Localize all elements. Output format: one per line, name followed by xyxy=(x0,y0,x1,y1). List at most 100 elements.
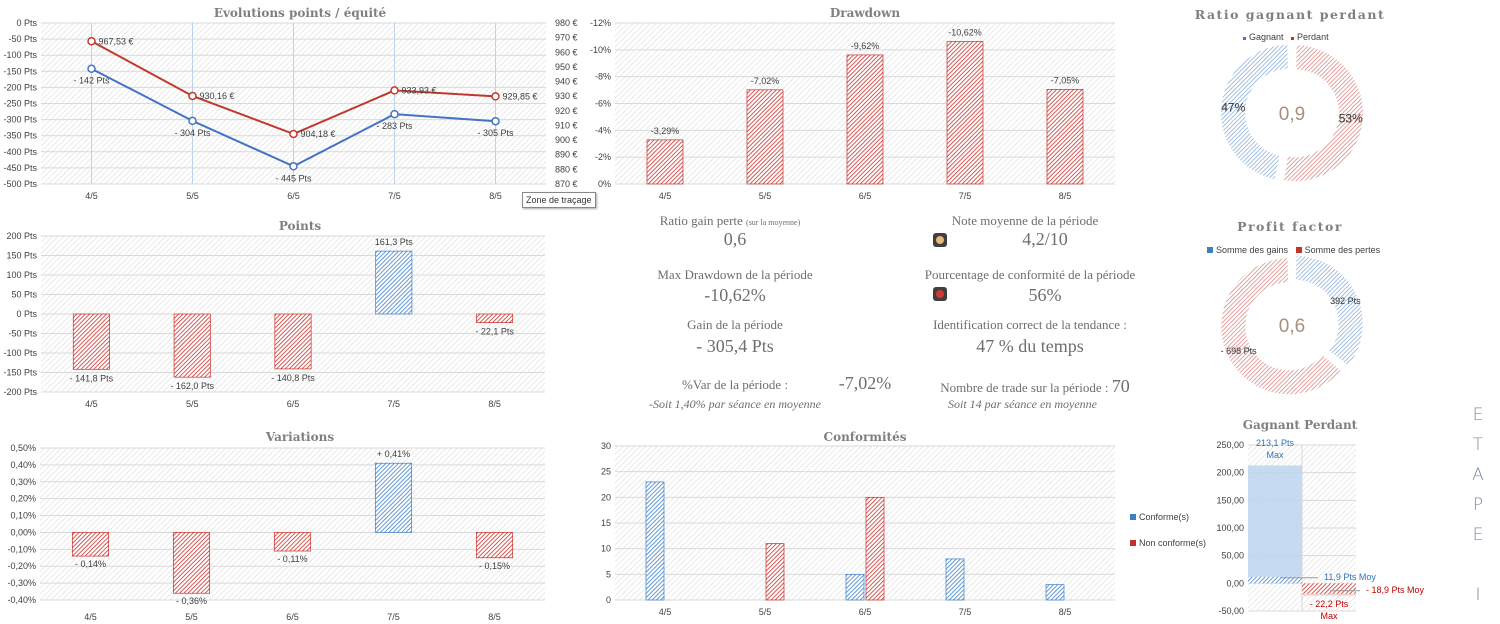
points-marker xyxy=(188,116,197,126)
points-bar xyxy=(375,250,413,315)
gagnant-perdant-title: Gagnant Perdant xyxy=(1242,418,1358,432)
drawdown-y-tick: 0% xyxy=(598,179,611,189)
legend-swatch-non-conforme xyxy=(1130,540,1136,546)
drawdown-x-tick: 6/5 xyxy=(859,191,872,201)
conformite-light-dot xyxy=(936,290,944,298)
drawdown-bar xyxy=(646,139,684,185)
evolution-right-y-tick: 880 € xyxy=(555,164,578,174)
variations-data-label: + 0,41% xyxy=(377,449,410,459)
evolution-right-y-tick: 970 € xyxy=(555,33,578,43)
legend-non-conforme: Non conforme(s) xyxy=(1139,538,1207,548)
points-data-label: - 445 Pts xyxy=(275,173,312,183)
points-data-label: - 304 Pts xyxy=(174,128,211,138)
legend-gagnant: Gagnant xyxy=(1249,32,1284,42)
variations-x-tick: 8/5 xyxy=(488,612,501,622)
variations-data-label: - 0,14% xyxy=(75,559,106,569)
gagnant-perdant-y-tick: 50,00 xyxy=(1221,551,1244,561)
legend-swatch-gagnant xyxy=(1243,37,1246,40)
evolution-right-y-tick: 960 € xyxy=(555,47,578,57)
drawdown-x-tick: 8/5 xyxy=(1059,191,1072,201)
conformites-y-tick: 10 xyxy=(601,544,611,554)
legend-swatch-perdant xyxy=(1291,37,1295,40)
points-bar xyxy=(476,313,514,323)
conformites-y-tick: 0 xyxy=(606,595,611,605)
conformites-x-tick: 4/5 xyxy=(659,607,672,617)
points-x-tick: 5/5 xyxy=(186,399,199,409)
points-y-tick: -200 Pts xyxy=(3,387,37,397)
profit-slice-label: 392 Pts xyxy=(1330,296,1361,306)
variations-bar xyxy=(475,532,514,559)
ratio-gain-perte-value: 0,6 xyxy=(723,229,747,249)
profit-factor-title: Profit factor xyxy=(1237,219,1343,234)
points-bar xyxy=(274,313,312,370)
points-data-label: - 283 Pts xyxy=(376,121,413,131)
points-marker xyxy=(491,116,500,126)
evolution-y-tick: -100 Pts xyxy=(3,50,37,60)
drawdown-data-label: -7,02% xyxy=(751,76,780,86)
variations-y-tick: 0,30% xyxy=(10,477,36,487)
variations-x-tick: 5/5 xyxy=(185,612,198,622)
points-data-label: - 305 Pts xyxy=(477,128,514,138)
points-data-label: - 141,8 Pts xyxy=(70,373,114,383)
points-data-label: - 162,0 Pts xyxy=(170,381,214,391)
points-y-tick: 200 Pts xyxy=(6,231,37,241)
variations-y-tick: -0,20% xyxy=(7,561,36,571)
max-drawdown-label: Max Drawdown de la période xyxy=(657,267,813,282)
conformites-y-tick: 20 xyxy=(601,492,611,502)
conforme-bar xyxy=(1045,584,1065,601)
equity-data-label: 929,85 € xyxy=(503,91,538,101)
perdant-max-label: - 22,2 Pts xyxy=(1310,599,1349,609)
drawdown-bar xyxy=(746,89,784,185)
evolution-right-y-tick: 940 € xyxy=(555,77,578,87)
drawdown-y-tick: -10% xyxy=(590,45,611,55)
drawdown-y-tick: -12% xyxy=(590,18,611,28)
profit-slice-label: - 698 Pts xyxy=(1221,346,1258,356)
points-y-tick: 150 Pts xyxy=(6,251,37,261)
points-marker xyxy=(87,64,96,73)
equity-data-label: 904,18 € xyxy=(301,129,336,139)
evolution-y-tick: -250 Pts xyxy=(3,99,37,109)
drawdown-y-tick: -8% xyxy=(595,72,611,82)
conformites-legend-non-conforme: Non conforme(s) xyxy=(1130,538,1206,548)
variations-bar xyxy=(273,532,312,552)
evolution-chart-title: Evolutions points / équité xyxy=(213,6,387,20)
side-letter: E xyxy=(1472,525,1484,545)
legend-swatch-gains xyxy=(1207,247,1213,253)
equity-data-label: 933,93 € xyxy=(402,85,437,95)
plot-area-tooltip: Zone de traçage xyxy=(522,192,596,208)
conforme-bar xyxy=(645,481,665,601)
drawdown-bar xyxy=(846,54,884,185)
variations-y-tick: 0,10% xyxy=(10,511,36,521)
drawdown-data-label: -10,62% xyxy=(948,28,982,38)
evolution-y-tick: -200 Pts xyxy=(3,82,37,92)
variations-chart-title: Variations xyxy=(265,430,335,444)
perdant-moy-label: - 18,9 Pts Moy xyxy=(1366,585,1425,595)
points-x-tick: 6/5 xyxy=(287,399,300,409)
conformites-x-tick: 5/5 xyxy=(759,607,772,617)
ratio-gain-perte-note: (sur la moyenne) xyxy=(746,218,801,227)
legend-perdant: Perdant xyxy=(1297,32,1329,42)
equity-data-label: 967,53 € xyxy=(99,36,134,46)
evolution-x-tick: 8/5 xyxy=(489,191,502,201)
gagnant-moy-label: 11,9 Pts Moy xyxy=(1324,572,1376,582)
ratio-slice-red xyxy=(1283,45,1363,182)
evolution-y-tick: 0 Pts xyxy=(16,18,37,28)
variations-data-label: - 0,15% xyxy=(479,561,510,571)
gagnant-perdant-y-tick: 150,00 xyxy=(1216,495,1244,505)
conformites-x-tick: 7/5 xyxy=(959,607,972,617)
profit-slice-red xyxy=(1221,258,1341,395)
points-x-tick: 8/5 xyxy=(488,399,501,409)
gagnant-moy-bar xyxy=(1248,576,1302,584)
var-label: %Var de la période : xyxy=(681,377,789,392)
drawdown-data-label: -7,05% xyxy=(1051,75,1080,85)
points-y-tick: -100 Pts xyxy=(3,348,37,358)
gagnant-max-word: Max xyxy=(1266,450,1284,460)
conformites-legend-conforme: Conforme(s) xyxy=(1130,512,1189,522)
points-bar xyxy=(173,313,211,378)
drawdown-data-label: -9,62% xyxy=(851,41,880,51)
conformites-x-tick: 6/5 xyxy=(859,607,872,617)
evolution-y-tick: -300 Pts xyxy=(3,115,37,125)
variations-data-label: - 0,36% xyxy=(176,596,207,606)
var-sub: -Soit 1,40% par séance en moyenne xyxy=(649,397,821,411)
ratio-slice-label: 53% xyxy=(1339,112,1363,126)
